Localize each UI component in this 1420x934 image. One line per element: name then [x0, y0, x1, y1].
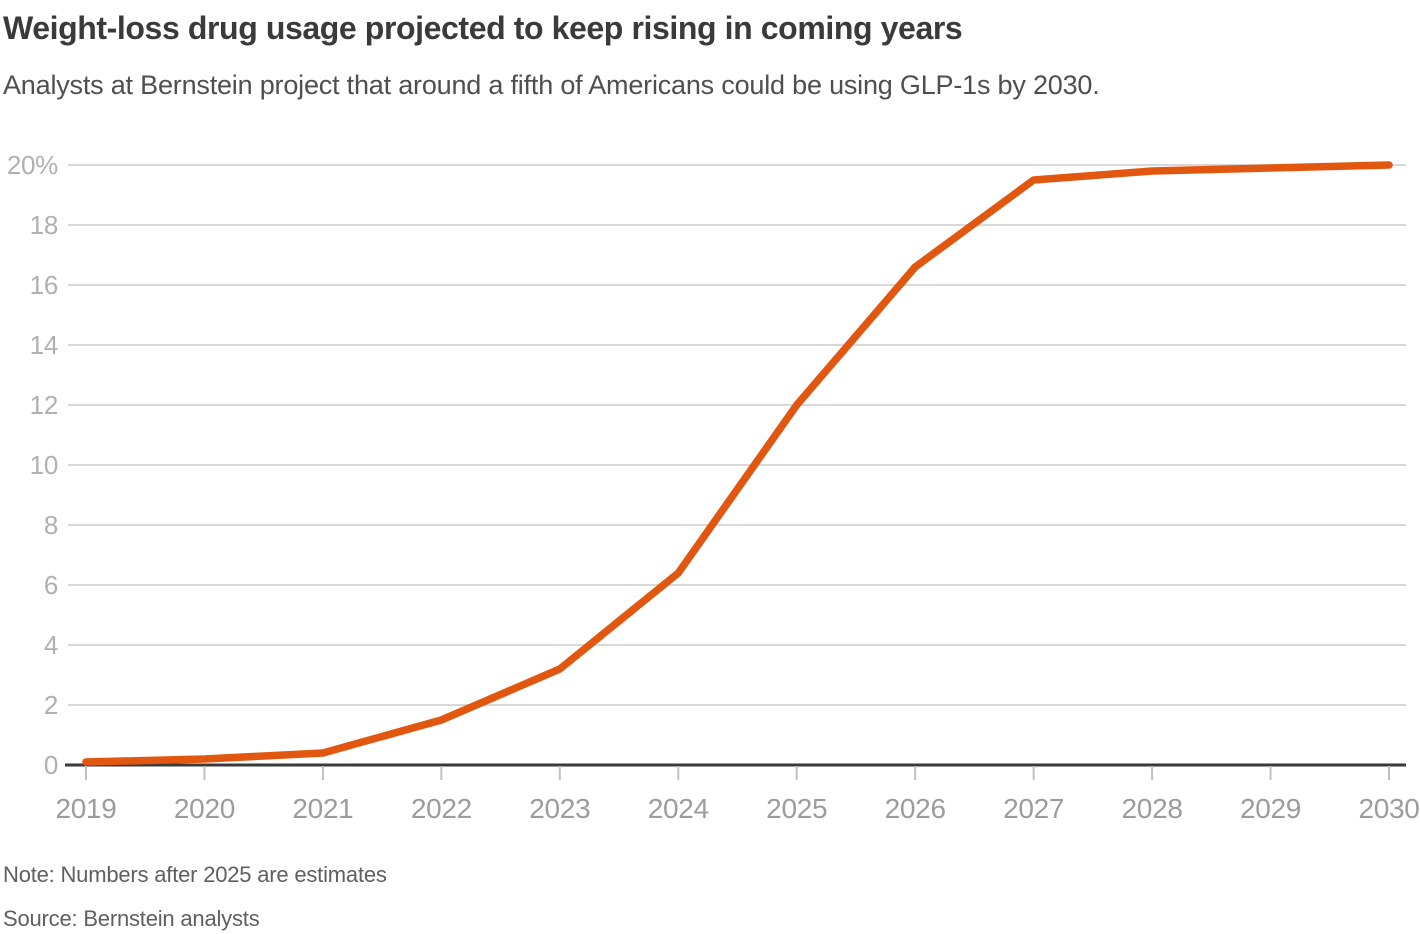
y-axis-label: 12 [30, 390, 58, 420]
chart-note: Note: Numbers after 2025 are estimates [3, 862, 387, 887]
y-axis-label: 4 [44, 630, 58, 660]
chart-source: Source: Bernstein analysts [3, 906, 260, 931]
x-axis-label: 2030 [1358, 793, 1419, 824]
y-axis-label: 20% [7, 150, 58, 180]
data-line-glp1-usage [82, 161, 1393, 766]
y-axis-label: 2 [44, 690, 58, 720]
y-axis-label: 6 [44, 570, 58, 600]
x-axis-label: 2024 [648, 793, 709, 824]
y-axis-label: 0 [44, 750, 58, 780]
x-axis-label: 2022 [411, 793, 472, 824]
chart-subtitle: Analysts at Bernstein project that aroun… [3, 70, 1100, 100]
y-axis-label: 8 [44, 510, 58, 540]
x-axis-label: 2023 [529, 793, 590, 824]
x-axis-label: 2027 [1003, 793, 1064, 824]
y-axis-label: 16 [30, 270, 58, 300]
x-axis-label: 2020 [174, 793, 235, 824]
chart-title: Weight-loss drug usage projected to keep… [3, 10, 963, 46]
x-axis-label: 2029 [1240, 793, 1301, 824]
x-axis-label: 2025 [766, 793, 827, 824]
y-axis-label: 18 [30, 210, 58, 240]
x-axis-label: 2026 [885, 793, 946, 824]
x-axis-label: 2021 [292, 793, 353, 824]
x-axis-label: 2028 [1122, 793, 1183, 824]
y-axis-label: 14 [30, 330, 58, 360]
x-axis-label: 2019 [55, 793, 116, 824]
y-axis-label: 10 [30, 450, 58, 480]
